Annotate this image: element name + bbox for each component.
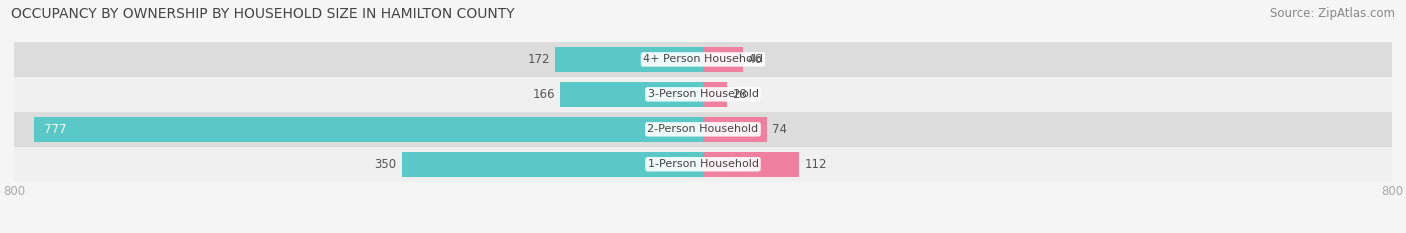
- Text: 4+ Person Household: 4+ Person Household: [643, 55, 763, 64]
- Text: 74: 74: [772, 123, 787, 136]
- Bar: [14, 147, 1392, 182]
- Text: Source: ZipAtlas.com: Source: ZipAtlas.com: [1270, 7, 1395, 20]
- Bar: [555, 47, 703, 72]
- Bar: [703, 82, 727, 107]
- Bar: [703, 152, 800, 177]
- Bar: [560, 82, 703, 107]
- Text: 350: 350: [374, 158, 396, 171]
- Text: 172: 172: [527, 53, 550, 66]
- Bar: [14, 77, 1392, 112]
- Text: 46: 46: [748, 53, 763, 66]
- Bar: [14, 42, 1392, 77]
- Bar: [402, 152, 703, 177]
- Text: 28: 28: [733, 88, 747, 101]
- Bar: [34, 117, 703, 142]
- Text: 112: 112: [804, 158, 827, 171]
- Bar: [703, 47, 742, 72]
- Bar: [703, 117, 766, 142]
- Text: 777: 777: [44, 123, 66, 136]
- Text: 2-Person Household: 2-Person Household: [647, 124, 759, 134]
- Text: 3-Person Household: 3-Person Household: [648, 89, 758, 99]
- Text: 166: 166: [533, 88, 555, 101]
- Bar: [14, 112, 1392, 147]
- Legend: Owner-occupied, Renter-occupied: Owner-occupied, Renter-occupied: [575, 230, 831, 233]
- Text: OCCUPANCY BY OWNERSHIP BY HOUSEHOLD SIZE IN HAMILTON COUNTY: OCCUPANCY BY OWNERSHIP BY HOUSEHOLD SIZE…: [11, 7, 515, 21]
- Text: 1-Person Household: 1-Person Household: [648, 159, 758, 169]
